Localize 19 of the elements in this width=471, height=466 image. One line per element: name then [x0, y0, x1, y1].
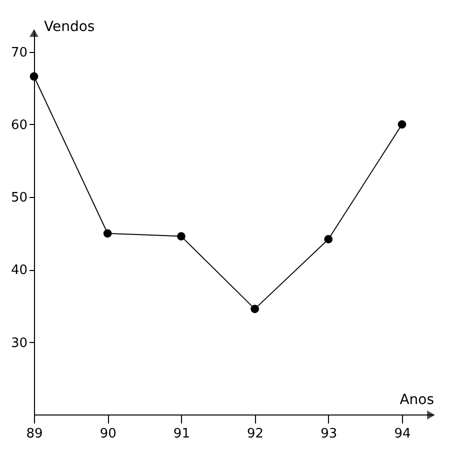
- x-tick-label: 94: [394, 426, 411, 442]
- y-tick-label: 40: [10, 263, 28, 278]
- x-tick-label: 91: [173, 426, 190, 442]
- y-tick-label: 60: [10, 118, 28, 133]
- y-tick-label: 50: [10, 190, 28, 206]
- x-tick-label: 93: [320, 426, 338, 442]
- x-axis-title: Anos: [400, 392, 434, 408]
- point: [324, 235, 333, 244]
- point: [398, 120, 406, 129]
- point: [30, 72, 38, 81]
- y-tick-label: 30: [10, 336, 28, 351]
- x-tick-label: 90: [100, 426, 116, 442]
- x-tick-label: 92: [247, 426, 264, 442]
- point: [177, 232, 186, 240]
- y-axis-title: Vendos: [44, 19, 95, 35]
- point: [103, 229, 112, 238]
- y-tick-label: 70: [10, 45, 28, 60]
- point: [250, 304, 259, 314]
- x-tick-label: 89: [26, 426, 43, 442]
